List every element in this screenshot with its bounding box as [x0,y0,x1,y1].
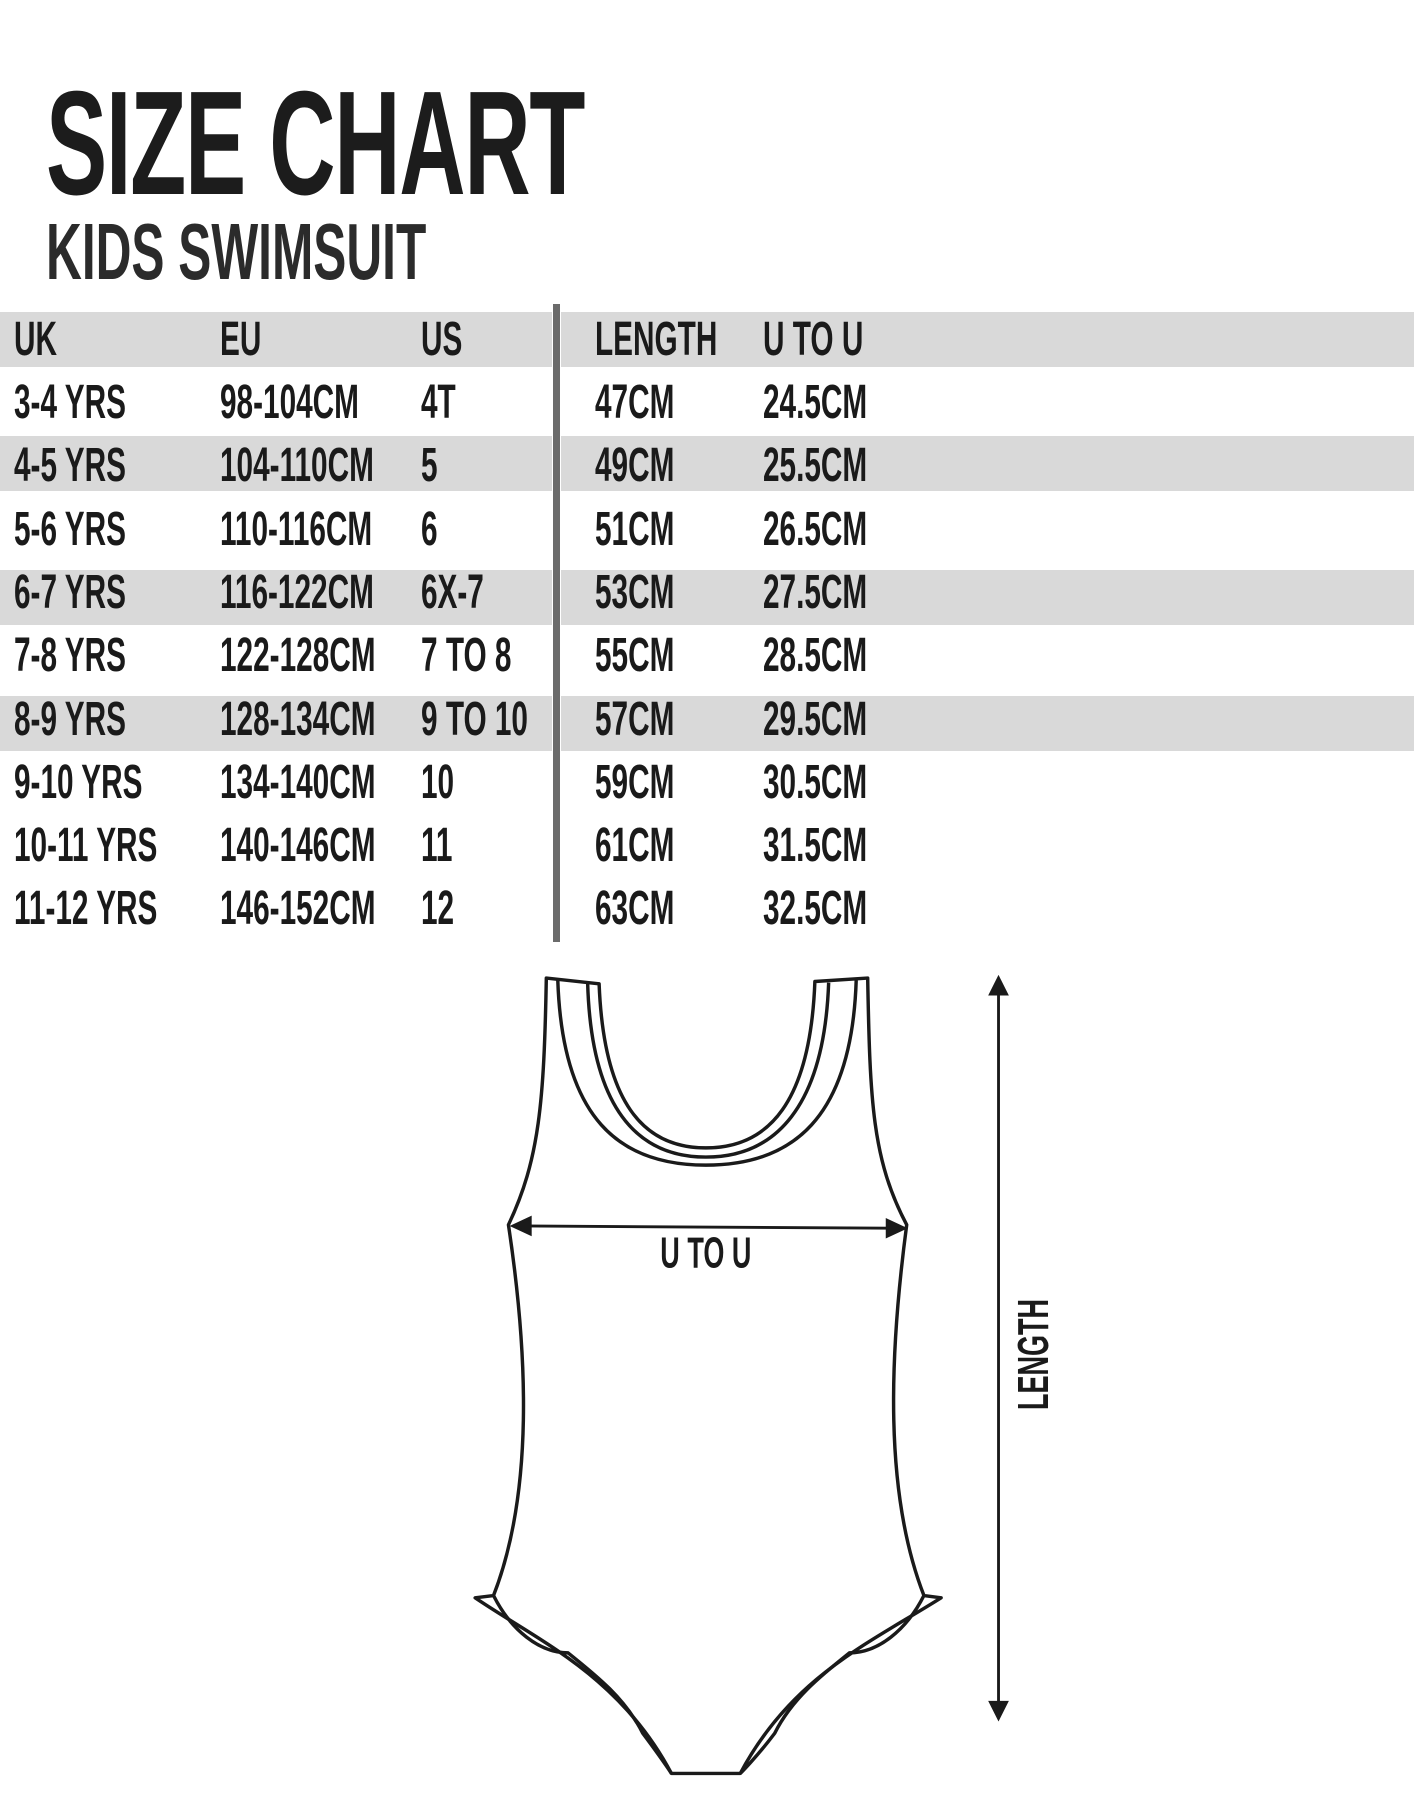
row-band [0,436,552,491]
cell-eu: 146-152CM [220,882,376,936]
neckline-trim-inner [585,982,831,1159]
u-to-u-arrow-line [522,1224,896,1230]
right-leg-ruffle [739,1594,926,1775]
cell-us: 5 [421,439,438,493]
cell-eu: 104-110CM [220,439,374,493]
header-eu: EU [220,313,262,366]
header-uk: UK [14,313,57,366]
cell-us: 12 [421,882,455,936]
cell-u-to-u: 25.5CM [763,439,868,493]
table-row: 10-11 YRS 140-146CM 11 61CM 31.5CM [0,814,1414,877]
cell-length: 55CM [595,629,675,683]
header-band-right [561,312,1414,367]
cell-uk: 5-6 YRS [14,502,126,556]
table-row: 3-4 YRS 98-104CM 4T 47CM 24.5CM [0,371,1414,434]
table-row: 9-10 YRS 134-140CM 10 59CM 30.5CM [0,751,1414,814]
cell-length: 47CM [595,376,675,429]
cell-u-to-u: 32.5CM [763,882,868,936]
cell-uk: 8-9 YRS [14,692,126,746]
header-u-to-u: U TO U [763,313,864,366]
header-length: LENGTH [595,313,718,366]
header-us: US [421,313,463,366]
cell-eu: 134-140CM [220,755,376,809]
table-row: 11-12 YRS 146-152CM 12 63CM 32.5CM [0,877,1414,940]
cell-eu: 140-146CM [220,819,376,873]
cell-uk: 9-10 YRS [14,755,143,809]
cell-us: 6 [421,502,438,556]
u-to-u-label: U TO U [660,1228,751,1277]
table-row: 8-9 YRS 128-134CM 9 TO 10 57CM 29.5CM [0,688,1414,751]
table-row: 6-7 YRS 116-122CM 6X-7 53CM 27.5CM [0,561,1414,624]
cell-u-to-u: 24.5CM [763,376,868,429]
cell-us: 9 TO 10 [421,692,528,746]
arrow-head-right-icon [885,1217,908,1239]
cell-uk: 7-8 YRS [14,629,126,683]
cell-eu: 116-122CM [220,565,374,619]
cell-uk: 3-4 YRS [14,376,126,429]
cell-u-to-u: 29.5CM [763,692,868,746]
header-band-left [0,312,552,367]
left-leg-ruffle [491,1594,673,1775]
cell-u-to-u: 31.5CM [763,819,868,873]
cell-eu: 122-128CM [220,629,376,683]
cell-eu: 110-116CM [220,502,373,556]
swimsuit-outline [473,976,943,1776]
cell-uk: 11-12 YRS [14,882,158,936]
cell-us: 11 [421,819,453,873]
column-divider [553,304,560,942]
row-band [0,570,552,625]
cell-length: 57CM [595,692,675,746]
cell-length: 51CM [595,502,675,556]
cell-length: 53CM [595,565,675,619]
cell-us: 4T [421,376,456,429]
cell-uk: 6-7 YRS [14,565,126,619]
cell-uk: 4-5 YRS [14,439,126,493]
arrow-head-up-icon [988,974,1009,996]
row-band [0,696,552,751]
cell-length: 61CM [595,819,675,873]
cell-length: 49CM [595,439,675,493]
cell-u-to-u: 30.5CM [763,755,868,809]
cell-us: 6X-7 [421,565,484,619]
table-header-row: UK EU US LENGTH U TO U [0,308,1414,371]
cell-eu: 128-134CM [220,692,376,746]
neckline-trim [556,980,858,1167]
page-title: SIZE CHART [46,61,585,226]
cell-eu: 98-104CM [220,376,359,429]
cell-length: 63CM [595,882,675,936]
cell-u-to-u: 27.5CM [763,565,868,619]
row-band [561,436,1414,491]
cell-u-to-u: 28.5CM [763,629,868,683]
table-row: 7-8 YRS 122-128CM 7 TO 8 55CM 28.5CM [0,624,1414,687]
page-subtitle: KIDS SWIMSUIT [46,207,427,296]
cell-us: 10 [421,755,455,809]
arrow-head-left-icon [509,1215,532,1237]
table-row: 4-5 YRS 104-110CM 5 49CM 25.5CM [0,434,1414,497]
cell-length: 59CM [595,755,675,809]
length-label: LENGTH [1008,1299,1057,1410]
row-band [561,570,1414,625]
arrow-head-down-icon [988,1700,1009,1722]
table-row: 5-6 YRS 110-116CM 6 51CM 26.5CM [0,498,1414,561]
cell-u-to-u: 26.5CM [763,502,868,556]
cell-uk: 10-11 YRS [14,819,158,873]
row-band [561,696,1414,751]
cell-us: 7 TO 8 [421,629,512,683]
